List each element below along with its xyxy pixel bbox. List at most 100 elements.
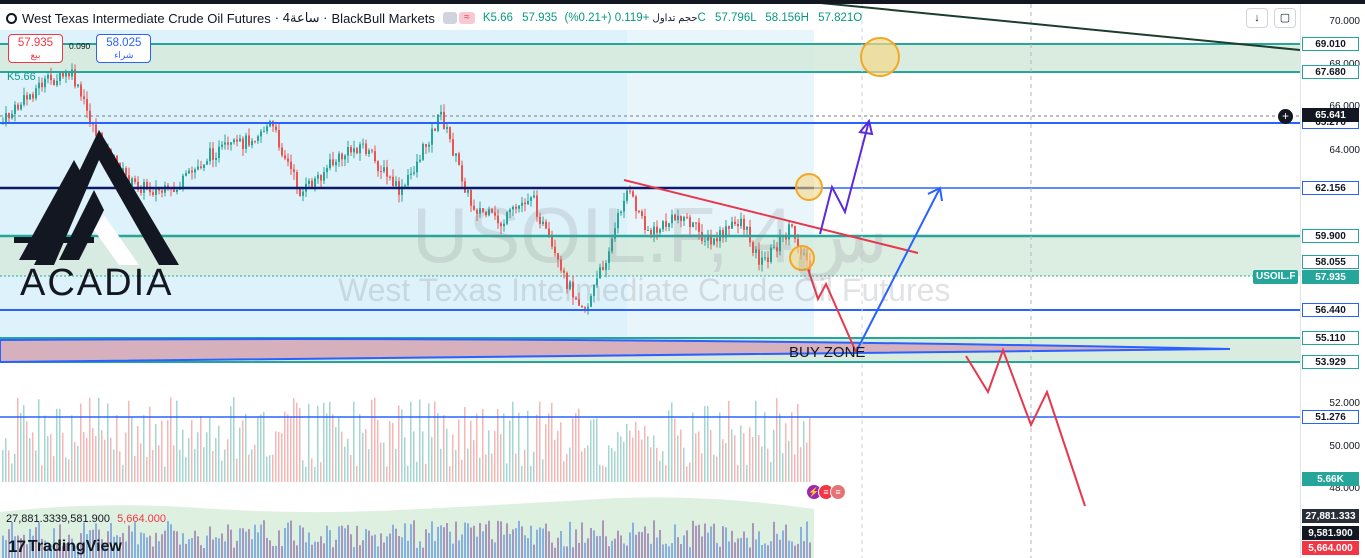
symbol-legend[interactable]: West Texas Intermediate Crude Oil Future… xyxy=(6,9,862,27)
level-label-67680[interactable]: 67.680 xyxy=(1302,65,1359,79)
volume-bar xyxy=(290,417,292,482)
candle-body xyxy=(53,80,55,86)
price-axis[interactable]: 70.000 68.000 66.000 64.000 52.000 50.00… xyxy=(1300,4,1365,558)
volume-bar xyxy=(149,406,151,482)
volume-bar xyxy=(173,445,175,482)
candle-body xyxy=(596,278,598,285)
candle-body xyxy=(371,150,373,152)
candle-body xyxy=(629,190,631,192)
volume-bar xyxy=(800,447,802,482)
watermark-symbol: USOIL.F, 4س xyxy=(412,191,889,279)
candle-body xyxy=(167,185,169,188)
volume-bar xyxy=(266,456,268,482)
eye-icon[interactable] xyxy=(442,12,457,24)
candle-body xyxy=(677,215,679,220)
candle-body xyxy=(257,136,259,141)
volume-bar xyxy=(419,399,421,482)
volume-bar xyxy=(215,438,217,482)
level-label-55110[interactable]: 55.110 xyxy=(1302,331,1359,345)
candle-body xyxy=(692,222,694,228)
volume-indicator-label[interactable]: K5.66 xyxy=(7,71,36,83)
candle-body xyxy=(770,247,772,262)
current-price-label[interactable]: 57.935 xyxy=(1302,270,1359,284)
volume-bar xyxy=(299,407,301,482)
volume-bar xyxy=(713,454,715,482)
candle-body xyxy=(140,189,142,193)
chart-canvas[interactable] xyxy=(0,4,1300,558)
volume-bar xyxy=(293,398,295,482)
volume-bar xyxy=(701,453,703,482)
level-label-59900[interactable]: 59.900 xyxy=(1302,229,1359,243)
candle-body xyxy=(767,257,769,262)
broker-name: BlackBull Markets xyxy=(331,10,435,26)
marker-circle-low xyxy=(789,245,815,271)
tradingview-logo[interactable]: 17 TradingView xyxy=(8,537,122,557)
candle-body xyxy=(44,78,46,88)
volume-bar xyxy=(284,411,286,482)
candle-body xyxy=(689,217,691,228)
volume-bar xyxy=(368,449,370,482)
volume-bar xyxy=(185,456,187,482)
volume-value-label[interactable]: 5.66K xyxy=(1302,472,1359,486)
volume-bar xyxy=(671,402,673,482)
candle-body xyxy=(173,189,175,192)
delay-badge[interactable]: ≈ xyxy=(458,12,475,24)
event-icons[interactable]: ⚡ ≡ ≡ xyxy=(806,484,846,500)
level-label-56440[interactable]: 56.440 xyxy=(1302,303,1359,317)
candle-body xyxy=(482,208,484,212)
sell-button[interactable]: 57.935 بيع xyxy=(8,34,63,63)
volume-bar xyxy=(143,414,145,482)
volume-bar xyxy=(707,406,709,482)
candle-body xyxy=(182,175,184,188)
candle-body xyxy=(461,165,463,182)
symbol-title[interactable]: West Texas Intermediate Crude Oil Future… xyxy=(22,10,271,26)
candle-body xyxy=(683,216,685,221)
candle-body xyxy=(326,168,328,173)
volume-bar xyxy=(356,465,358,482)
volume-bar xyxy=(626,423,628,482)
volume-bar xyxy=(785,423,787,482)
candle-body xyxy=(188,170,190,174)
candle-body xyxy=(476,209,478,214)
volume-bar xyxy=(521,465,523,482)
flag-event-icon-2[interactable]: ≡ xyxy=(830,484,846,500)
candle-body xyxy=(497,215,499,224)
candle-body xyxy=(236,139,238,142)
mid-zone xyxy=(0,236,1300,276)
volume-bar xyxy=(731,429,733,482)
candle-body xyxy=(452,139,454,156)
symbol-price-tag[interactable]: USOIL.F xyxy=(1253,270,1299,284)
volume-ma-label[interactable]: 27,881.333 xyxy=(1302,509,1359,523)
volume-bar xyxy=(392,423,394,482)
volume-bar xyxy=(596,418,598,482)
volume-bar xyxy=(431,437,433,482)
interval-label[interactable]: · 4ساعة · xyxy=(274,10,328,25)
level-label-53929[interactable]: 53.929 xyxy=(1302,355,1359,369)
maximize-icon[interactable]: ▢ xyxy=(1274,8,1296,28)
level-label-65641[interactable]: 65.641 xyxy=(1302,108,1359,122)
candle-body xyxy=(614,228,616,239)
candle-body xyxy=(368,150,370,154)
volume-bar xyxy=(737,464,739,482)
candle-body xyxy=(656,226,658,233)
level-label-69010[interactable]: 69.010 xyxy=(1302,37,1359,51)
candle-body xyxy=(56,80,58,86)
volume-ma-label-3[interactable]: 5,664.000 xyxy=(1302,541,1359,555)
candle-body xyxy=(503,223,505,227)
level-label-58055[interactable]: 58.055 xyxy=(1302,255,1359,269)
volume-bar xyxy=(614,451,616,482)
level-label-62156[interactable]: 62.156 xyxy=(1302,181,1359,195)
buy-button[interactable]: 58.025 شراء xyxy=(96,34,152,63)
volume-bar xyxy=(260,414,262,482)
volume-bar xyxy=(86,437,88,482)
volume-ma-label-2[interactable]: 9,581.900 xyxy=(1302,526,1359,540)
volume-bar xyxy=(359,414,361,482)
arrow-down-icon[interactable]: ↓ xyxy=(1246,8,1268,28)
volume-bar xyxy=(698,431,700,482)
forecast-purple-head xyxy=(858,118,874,136)
level-label-51276[interactable]: 51.276 xyxy=(1302,410,1359,424)
chart-pane[interactable] xyxy=(0,4,1300,558)
candle-body xyxy=(752,242,754,253)
volume-bar xyxy=(401,409,403,482)
add-target-icon[interactable]: + xyxy=(1278,109,1293,124)
